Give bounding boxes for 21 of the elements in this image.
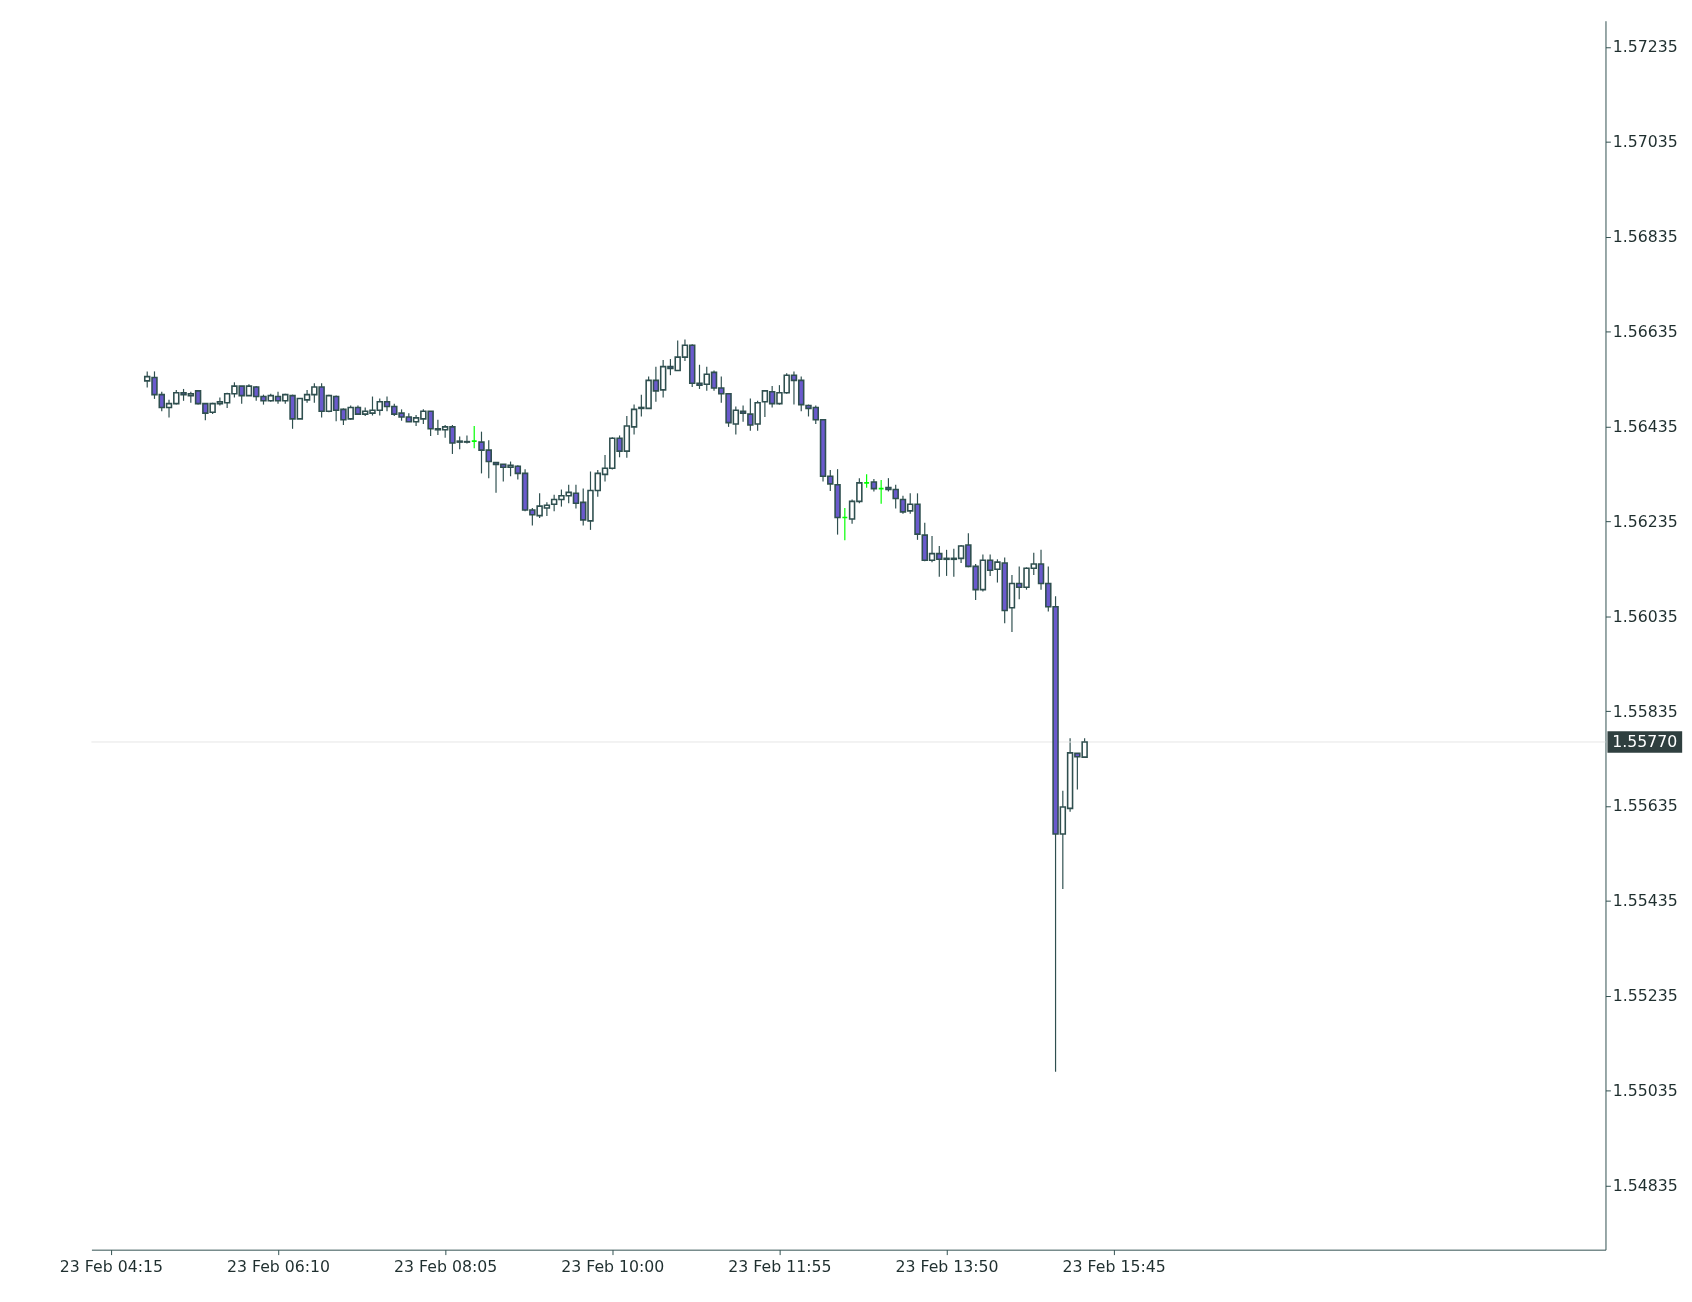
x-tick-label: 23 Feb 10:00 — [561, 1256, 665, 1276]
y-tick-label: 1.55835 — [1612, 701, 1678, 721]
ref-line-label: 1.55770 — [1612, 731, 1678, 751]
x-tick-label: 23 Feb 04:15 — [59, 1256, 163, 1276]
y-tick-label: 1.56235 — [1612, 511, 1678, 531]
y-tick-label: 1.55035 — [1612, 1081, 1678, 1101]
y-tick-label: 1.55635 — [1612, 796, 1678, 816]
x-tick-label: 23 Feb 06:10 — [226, 1256, 331, 1276]
y-tick-label: 1.56835 — [1612, 227, 1678, 247]
y-tick-label: 1.56435 — [1612, 416, 1678, 436]
x-tick-label: 23 Feb 13:50 — [895, 1256, 999, 1276]
x-tick-label: 23 Feb 08:05 — [394, 1256, 498, 1276]
x-tick-label: 23 Feb 11:55 — [728, 1256, 832, 1276]
x-tick-label: 23 Feb 15:45 — [1062, 1256, 1166, 1276]
y-tick-label: 1.57035 — [1612, 132, 1678, 152]
y-tick-label: 1.55435 — [1612, 891, 1678, 911]
y-tick-label: 1.56035 — [1612, 606, 1678, 626]
y-tick-label: 1.57235 — [1612, 37, 1678, 57]
y-tick-label: 1.54835 — [1612, 1176, 1678, 1196]
y-tick-label: 1.55235 — [1612, 986, 1678, 1006]
y-tick-label: 1.56635 — [1612, 321, 1678, 341]
